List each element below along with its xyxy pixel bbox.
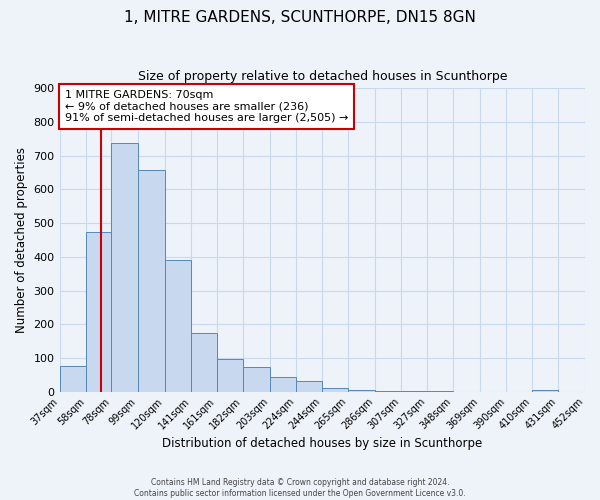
Bar (270, 376, 296, 392)
Title: Size of property relative to detached houses in Scunthorpe: Size of property relative to detached ho… (137, 70, 507, 83)
Bar (59, 366, 86, 392)
Bar (164, 260, 191, 392)
Bar (296, 381, 322, 392)
Bar (243, 367, 270, 392)
Bar (112, 144, 138, 392)
Bar (86, 232, 112, 392)
X-axis label: Distribution of detached houses by size in Scunthorpe: Distribution of detached houses by size … (162, 437, 482, 450)
Bar (322, 388, 348, 392)
Text: 1, MITRE GARDENS, SCUNTHORPE, DN15 8GN: 1, MITRE GARDENS, SCUNTHORPE, DN15 8GN (124, 10, 476, 25)
Bar (375, 390, 401, 392)
Text: 1 MITRE GARDENS: 70sqm
← 9% of detached houses are smaller (236)
91% of semi-det: 1 MITRE GARDENS: 70sqm ← 9% of detached … (65, 90, 348, 123)
Bar (401, 391, 427, 392)
Bar (532, 390, 559, 392)
Bar (138, 170, 164, 392)
Bar (217, 359, 243, 392)
Bar (191, 332, 217, 392)
Text: Contains HM Land Registry data © Crown copyright and database right 2024.
Contai: Contains HM Land Registry data © Crown c… (134, 478, 466, 498)
Bar (348, 390, 375, 392)
Bar (585, 390, 600, 392)
Y-axis label: Number of detached properties: Number of detached properties (15, 147, 28, 333)
